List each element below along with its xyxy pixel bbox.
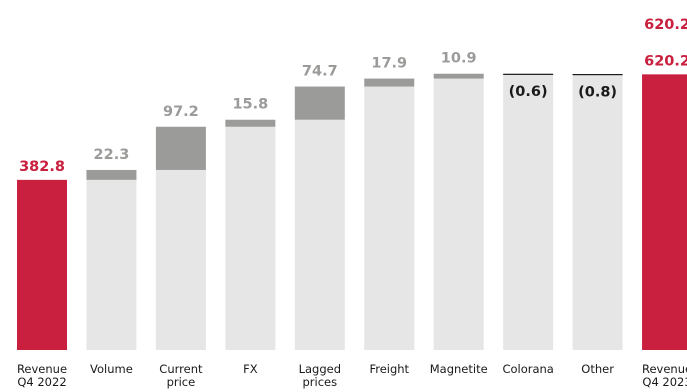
category-label: Revenue [17, 362, 67, 376]
bar-total [17, 179, 67, 350]
category-label: Magnetite [430, 362, 488, 376]
bar-base [155, 169, 206, 350]
category-label: Other [581, 362, 614, 376]
category-label: Q4 2022 [17, 375, 66, 389]
category-label: Q4 2023 [642, 375, 687, 389]
data-label: 15.8 [232, 97, 268, 113]
data-label: 74.7 [302, 64, 338, 80]
bar-base [503, 73, 554, 350]
data-label: (0.6) [509, 84, 548, 100]
bar-increase [86, 169, 137, 180]
data-label: 22.3 [94, 147, 130, 163]
bar-base [572, 74, 623, 350]
category-label: FX [243, 362, 258, 376]
data-label: 97.2 [163, 104, 199, 120]
bar-base [433, 78, 484, 351]
bar-base [364, 86, 415, 351]
bar-increase [225, 119, 276, 127]
bar-increase [294, 86, 345, 120]
category-label: Volume [90, 362, 133, 376]
bar-increase [155, 126, 206, 170]
bar-base [225, 126, 276, 350]
data-label: 382.8 [19, 159, 65, 175]
bar-total [642, 74, 687, 350]
category-label: Lagged [299, 362, 341, 376]
data-label: 10.9 [441, 51, 477, 67]
category-label: price [167, 375, 196, 389]
bar-decrease [572, 74, 623, 76]
category-label: Freight [369, 362, 409, 376]
category-label: Current [159, 362, 203, 376]
bar-base [294, 119, 345, 350]
category-label: Colorana [502, 362, 553, 376]
category-label: prices [302, 375, 337, 389]
data-label: 620.2 [644, 53, 687, 69]
bar-increase [364, 78, 415, 87]
data-label: 17.9 [371, 56, 407, 72]
data-label: (0.8) [578, 84, 617, 100]
category-label: Revenue [642, 362, 687, 376]
bar-increase [433, 73, 484, 79]
bar-decrease [503, 73, 554, 75]
total-label-top: 620.2 [644, 17, 687, 33]
bar-base [86, 179, 137, 350]
